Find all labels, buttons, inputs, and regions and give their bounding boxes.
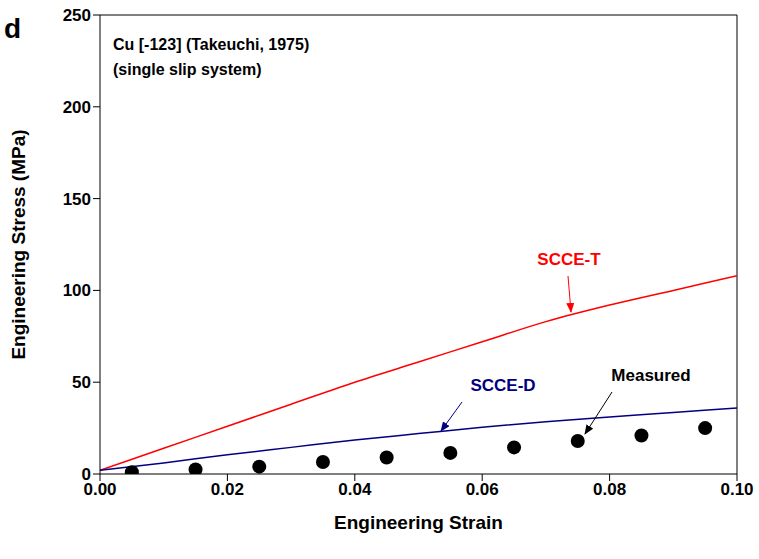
svg-text:0.02: 0.02 — [211, 480, 244, 499]
svg-text:Engineering Strain: Engineering Strain — [334, 512, 503, 533]
svg-text:0: 0 — [82, 465, 91, 484]
svg-text:0.10: 0.10 — [720, 480, 751, 499]
svg-text:200: 200 — [63, 98, 91, 117]
svg-text:(single slip system): (single slip system) — [113, 61, 262, 78]
svg-text:Measured: Measured — [611, 366, 690, 385]
svg-text:250: 250 — [63, 6, 91, 25]
svg-text:SCCE-D: SCCE-D — [470, 376, 535, 395]
svg-text:Cu [-123] (Takeuchi, 1975): Cu [-123] (Takeuchi, 1975) — [113, 36, 309, 53]
svg-text:0.06: 0.06 — [466, 480, 499, 499]
svg-text:50: 50 — [72, 373, 91, 392]
svg-text:0.04: 0.04 — [338, 480, 372, 499]
svg-text:Engineering Stress (MPa): Engineering Stress (MPa) — [8, 129, 29, 359]
svg-text:0.08: 0.08 — [593, 480, 626, 499]
svg-text:100: 100 — [63, 281, 91, 300]
svg-text:d: d — [8, 13, 21, 44]
svg-text:0.00: 0.00 — [83, 480, 117, 500]
svg-text:150: 150 — [63, 190, 91, 209]
svg-text:SCCE-T: SCCE-T — [537, 250, 601, 269]
